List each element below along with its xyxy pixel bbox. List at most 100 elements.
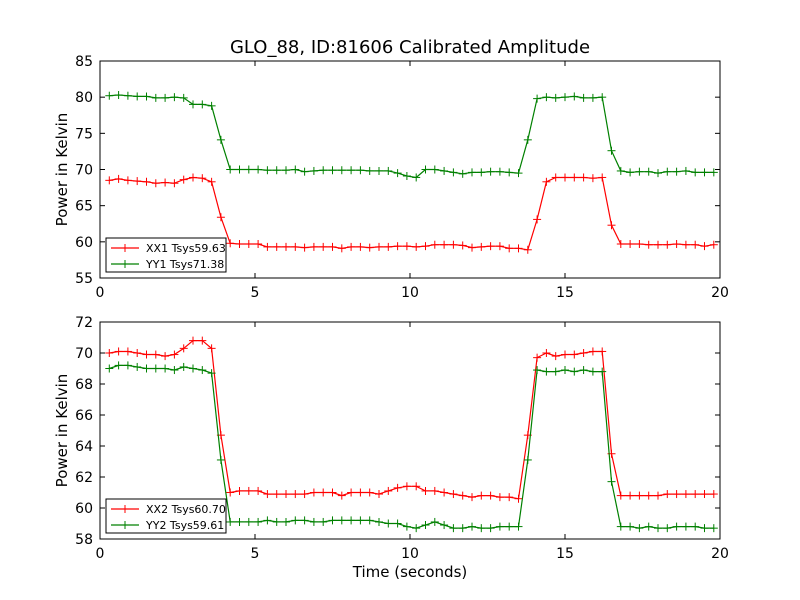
- data-point: [291, 490, 300, 499]
- data-point: [635, 491, 644, 500]
- data-point: [486, 167, 495, 176]
- data-point: [561, 93, 569, 102]
- chart-title: GLO_88, ID:81606 Calibrated Amplitude: [230, 37, 590, 58]
- series-1-2: [105, 90, 718, 182]
- data-point: [691, 522, 700, 531]
- data-point: [430, 240, 439, 249]
- data-point: [607, 146, 616, 155]
- y-axis-label: Power in Kelvin: [53, 374, 71, 488]
- data-point: [440, 166, 449, 175]
- data-point: [626, 491, 635, 500]
- data-point: [561, 350, 569, 359]
- data-point: [440, 240, 449, 249]
- data-point: [421, 486, 430, 495]
- data-point: [588, 93, 597, 102]
- data-point: [365, 243, 374, 252]
- data-point: [542, 177, 551, 186]
- data-point: [133, 349, 142, 357]
- data-point: [226, 239, 235, 248]
- data-point: [635, 524, 644, 533]
- data-point: [654, 169, 662, 178]
- data-point: [579, 366, 588, 375]
- data-point: [375, 166, 383, 175]
- data-point: [477, 242, 486, 251]
- data-point: [588, 367, 597, 376]
- data-point: [272, 166, 281, 175]
- data-point: [458, 524, 467, 533]
- data-point: [681, 240, 690, 249]
- data-point: [254, 165, 263, 174]
- data-point: [309, 242, 318, 251]
- data-point: [189, 336, 197, 345]
- x-tick-label: 15: [556, 285, 574, 301]
- data-point: [170, 179, 179, 188]
- legend-item: YY1 Tsys71.38: [111, 258, 224, 271]
- data-point: [263, 166, 272, 175]
- data-point: [235, 165, 244, 174]
- x-tick-label: 5: [251, 546, 260, 562]
- data-point: [375, 517, 383, 526]
- data-point: [654, 524, 662, 533]
- data-point: [561, 366, 569, 375]
- data-point: [244, 165, 253, 174]
- data-point: [198, 100, 207, 109]
- x-tick-label: 15: [556, 546, 574, 562]
- y-tick-label: 55: [75, 271, 93, 287]
- series-line: [109, 176, 714, 251]
- data-point: [198, 336, 207, 345]
- data-point: [300, 167, 309, 176]
- data-point: [505, 522, 514, 531]
- data-point: [347, 242, 356, 251]
- data-point: [430, 486, 439, 495]
- data-point: [328, 166, 337, 175]
- y-axis-label: Power in Kelvin: [53, 113, 71, 227]
- data-point: [133, 177, 142, 186]
- data-point: [179, 93, 188, 102]
- y-tick-label: 70: [75, 346, 93, 362]
- legend-label: XX2 Tsys60.70: [146, 503, 226, 516]
- x-tick-label: 20: [711, 546, 729, 562]
- data-point: [393, 519, 402, 528]
- panel-2: 0 5 10 15 20 58 60 62 64 66 68 70 72 Power in Kelvin X…: [53, 315, 729, 562]
- data-point: [598, 347, 607, 356]
- data-point: [244, 486, 253, 495]
- data-point: [672, 490, 681, 499]
- data-point: [709, 490, 718, 499]
- data-point: [468, 243, 476, 252]
- data-point: [607, 221, 616, 230]
- y-tick-label: 75: [75, 126, 93, 142]
- y-tick-label: 65: [75, 199, 93, 215]
- data-point: [170, 366, 179, 375]
- data-point: [468, 522, 476, 531]
- y-tick-label: 85: [75, 54, 93, 70]
- series-line: [109, 364, 714, 529]
- data-point: [598, 367, 607, 376]
- data-point: [375, 242, 383, 251]
- data-point: [356, 166, 365, 175]
- data-point: [514, 244, 523, 253]
- data-point: [495, 167, 504, 176]
- data-point: [133, 362, 142, 371]
- legend-item: XX1 Tsys59.63: [111, 242, 226, 255]
- data-point: [709, 168, 718, 177]
- data-point: [468, 493, 476, 502]
- data-point: [114, 90, 123, 99]
- data-point: [347, 488, 356, 497]
- data-point: [337, 166, 346, 175]
- data-point: [644, 240, 653, 249]
- data-point: [300, 490, 309, 499]
- data-point: [235, 517, 244, 526]
- data-point: [328, 516, 337, 525]
- data-point: [709, 524, 718, 533]
- data-point: [663, 524, 672, 533]
- data-point: [421, 521, 430, 530]
- data-point: [691, 490, 700, 499]
- x-tick-label: 0: [96, 546, 105, 562]
- data-point: [654, 240, 662, 249]
- legend: XX1 Tsys59.63 YY1 Tsys71.38: [105, 237, 227, 273]
- data-point: [505, 493, 514, 502]
- data-point: [449, 168, 458, 177]
- data-point: [542, 93, 551, 102]
- data-point: [142, 350, 151, 359]
- data-point: [681, 490, 690, 499]
